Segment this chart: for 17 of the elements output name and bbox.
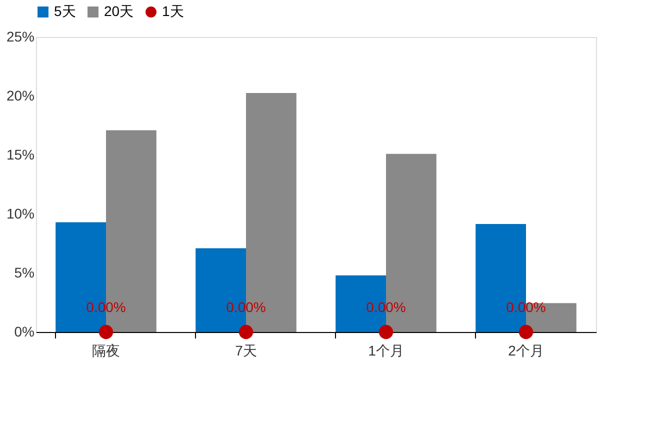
y-tick-label: 0% (14, 324, 34, 340)
x-tick-label: 1个月 (368, 342, 404, 358)
y-tick-label: 20% (6, 88, 34, 104)
x-tick-label: 2个月 (508, 342, 544, 358)
y-tick-label: 5% (14, 264, 34, 280)
data-label: 0.00% (226, 299, 266, 315)
x-tick-label: 隔夜 (92, 342, 120, 358)
legend-label: 20天 (104, 3, 134, 19)
y-tick-label: 25% (6, 28, 34, 44)
data-label: 0.00% (366, 299, 406, 315)
legend-label: 1天 (162, 3, 184, 19)
y-tick-label: 15% (6, 146, 34, 162)
x-tick-label: 7天 (235, 342, 257, 358)
data-label: 0.00% (86, 299, 126, 315)
data-label: 0.00% (506, 299, 546, 315)
y-tick-label: 10% (6, 206, 34, 222)
legend-label: 5天 (54, 3, 76, 19)
